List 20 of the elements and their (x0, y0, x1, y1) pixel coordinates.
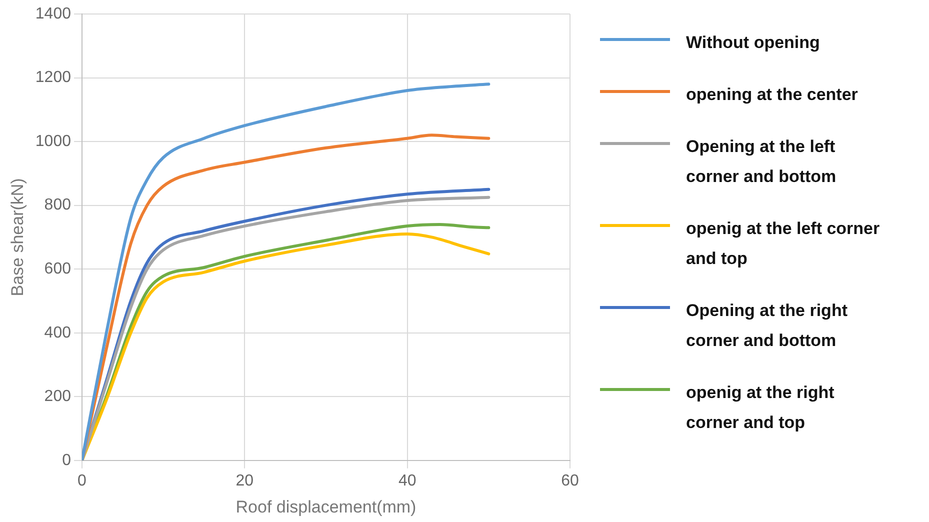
legend-label: openig at the right corner and top (686, 382, 836, 434)
y-tick-label: 200 (44, 388, 72, 406)
y-tick-label: 800 (44, 196, 72, 214)
x-tick-label: 20 (236, 472, 254, 490)
x-tick-label: 40 (398, 472, 416, 490)
y-axis-title: Base shear(kN) (8, 178, 27, 296)
legend-label: Without opening (686, 32, 821, 54)
x-tick-label: 0 (78, 472, 87, 490)
x-tick-label: 60 (561, 472, 579, 490)
y-tick-label: 600 (44, 260, 72, 278)
y-tick-label: 0 (62, 452, 72, 469)
legend-label: opening at the center (686, 84, 859, 106)
legend-label: Opening at the right corner and bottom (686, 300, 848, 352)
y-tick-label: 1000 (35, 132, 72, 150)
y-tick-label: 1200 (35, 69, 72, 86)
legend-label: openig at the left corner and top (686, 218, 881, 270)
y-tick-label: 400 (44, 324, 72, 342)
legend-label: Opening at the left corner and bottom (686, 136, 838, 188)
y-tick-label: 1400 (35, 5, 72, 22)
x-axis-title: Roof displacement(mm) (236, 497, 416, 516)
